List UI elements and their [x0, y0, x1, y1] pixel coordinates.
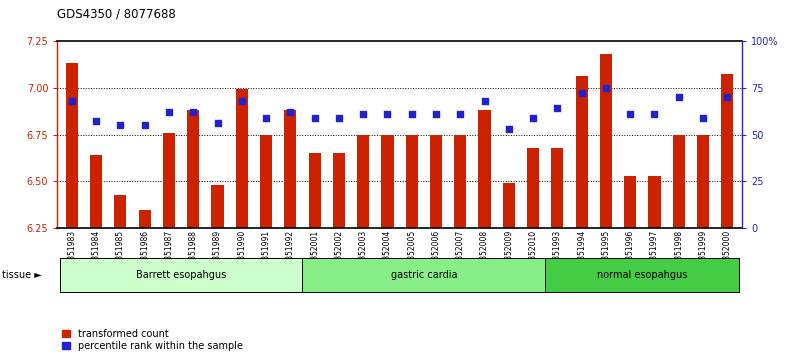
Point [527, 115, 540, 120]
Point [624, 111, 637, 117]
Point [673, 94, 685, 100]
Bar [212, 185, 224, 228]
Point [211, 120, 224, 126]
Bar [163, 133, 175, 228]
Text: tissue ►: tissue ► [2, 270, 42, 280]
Bar [309, 153, 321, 228]
Point [430, 111, 443, 117]
Point [308, 115, 321, 120]
Point [721, 94, 734, 100]
Bar [527, 148, 539, 228]
Point [114, 122, 127, 128]
Bar [381, 135, 393, 228]
Bar [455, 135, 466, 228]
Bar [284, 110, 296, 228]
Bar [649, 176, 661, 228]
Point [696, 115, 709, 120]
Text: normal esopahgus: normal esopahgus [597, 270, 688, 280]
Bar [673, 135, 685, 228]
Bar [357, 135, 369, 228]
Bar [115, 195, 127, 228]
Point [333, 115, 345, 120]
Point [381, 111, 394, 117]
Bar [697, 135, 709, 228]
Point [90, 119, 103, 124]
Bar [187, 110, 199, 228]
Point [139, 122, 151, 128]
Point [502, 126, 515, 132]
Bar [406, 135, 418, 228]
Bar [90, 155, 102, 228]
Bar [66, 63, 78, 228]
Text: Barrett esopahgus: Barrett esopahgus [136, 270, 226, 280]
Bar [236, 90, 248, 228]
Bar [624, 176, 636, 228]
Text: GDS4350 / 8077688: GDS4350 / 8077688 [57, 7, 176, 20]
Bar [333, 153, 345, 228]
Bar [139, 210, 150, 228]
Legend: transformed count, percentile rank within the sample: transformed count, percentile rank withi… [62, 329, 243, 351]
Bar [721, 74, 733, 228]
Bar [478, 110, 490, 228]
Bar [552, 148, 564, 228]
Point [648, 111, 661, 117]
Point [478, 98, 491, 104]
Point [576, 90, 588, 96]
Point [551, 105, 564, 111]
Point [454, 111, 466, 117]
Bar [430, 135, 442, 228]
Bar [503, 183, 515, 228]
Point [284, 109, 297, 115]
Point [405, 111, 418, 117]
Point [599, 85, 612, 91]
Bar [260, 135, 272, 228]
Text: gastric cardia: gastric cardia [391, 270, 457, 280]
Point [65, 98, 78, 104]
Point [187, 109, 200, 115]
Point [162, 109, 175, 115]
Point [259, 115, 272, 120]
Bar [600, 54, 612, 228]
Point [357, 111, 369, 117]
Bar [576, 76, 587, 228]
Point [236, 98, 248, 104]
